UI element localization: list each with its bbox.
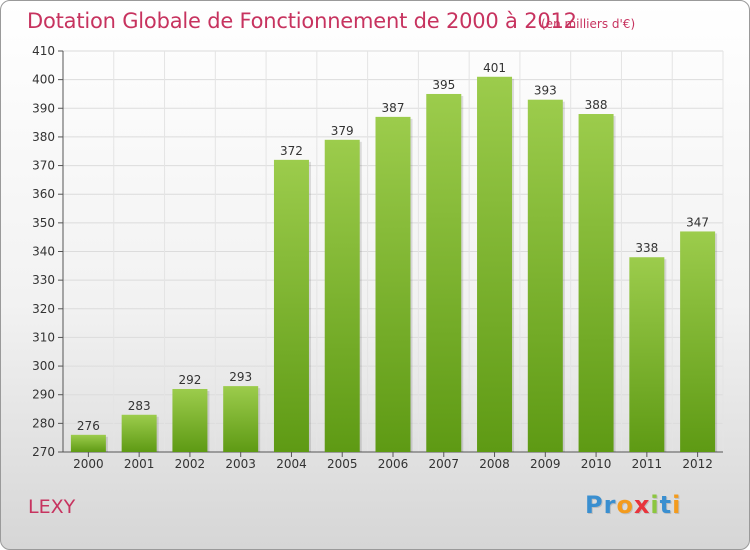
logo-letter: r (603, 491, 617, 519)
y-tick-label: 360 (32, 187, 55, 201)
x-tick-label: 2005 (327, 457, 358, 471)
bar-value-label: 338 (635, 241, 658, 255)
y-tick-label: 270 (32, 445, 55, 459)
bar-value-label: 401 (483, 61, 506, 75)
bar-value-label: 393 (534, 84, 557, 98)
proxiti-logo: Proxiti (585, 491, 681, 519)
x-tick-label: 2000 (73, 457, 104, 471)
logo-letter: P (585, 491, 604, 519)
x-tick-label: 2003 (225, 457, 256, 471)
bar (578, 114, 614, 452)
x-tick-label: 2011 (632, 457, 663, 471)
bar-value-label: 292 (178, 373, 201, 387)
bar (527, 99, 563, 452)
bar-value-label: 372 (280, 144, 303, 158)
y-tick-label: 290 (32, 388, 55, 402)
bar-value-label: 347 (686, 215, 709, 229)
bar (426, 93, 462, 452)
bar-value-label: 379 (331, 124, 354, 138)
commune-name: LEXY (28, 496, 76, 518)
y-tick-label: 380 (32, 130, 55, 144)
bar (172, 388, 208, 452)
axes: 270 280 290 300 310 320 330 340 350 360 370 380 390 4… (32, 44, 723, 471)
bar (629, 257, 665, 452)
bar (223, 386, 259, 452)
x-tick-label: 2004 (276, 457, 307, 471)
logo-letter: t (659, 491, 673, 519)
x-tick-label: 2001 (124, 457, 155, 471)
bar (477, 76, 513, 453)
y-tick-label: 310 (32, 330, 55, 344)
y-tick-label: 370 (32, 159, 55, 173)
x-tick-label: 2007 (428, 457, 459, 471)
bar-value-label: 276 (77, 419, 100, 433)
x-tick-label: 2009 (530, 457, 561, 471)
y-tick-label: 320 (32, 302, 55, 316)
x-tick-label: 2002 (175, 457, 206, 471)
logo-letter: o (616, 491, 634, 519)
bar (375, 116, 411, 452)
y-tick-label: 350 (32, 216, 55, 230)
bar (70, 434, 106, 452)
logo-letter: x (633, 491, 651, 519)
y-tick-label: 280 (32, 416, 55, 430)
bar-value-label: 395 (432, 78, 455, 92)
bar-value-label: 388 (585, 98, 608, 112)
bar (680, 231, 716, 452)
x-tick-label: 2010 (581, 457, 612, 471)
unit-label: (en milliers d'€) (541, 17, 636, 31)
x-tick-label: 2012 (682, 457, 713, 471)
bar (273, 159, 309, 453)
y-tick-label: 400 (32, 73, 55, 87)
x-tick-label: 2008 (479, 457, 510, 471)
x-tick-label: 2006 (378, 457, 409, 471)
bar-value-label: 293 (229, 370, 252, 384)
y-tick-label: 410 (32, 44, 55, 58)
bar-value-label: 387 (382, 101, 405, 115)
y-tick-label: 390 (32, 101, 55, 115)
y-tick-label: 330 (32, 273, 55, 287)
bar-value-label: 283 (128, 399, 151, 413)
bar-labels: 276 283 292 293 372 379 387 395 401 393 388 338 347 (77, 61, 709, 433)
chart-title: Dotation Globale de Fonctionnement de 20… (27, 9, 577, 33)
logo-letter: i (650, 491, 660, 519)
y-tick-label: 340 (32, 245, 55, 259)
bar (121, 414, 157, 452)
bars (70, 76, 718, 453)
bar (324, 139, 360, 453)
logo-letter: i (672, 491, 682, 519)
y-tick-label: 300 (32, 359, 55, 373)
